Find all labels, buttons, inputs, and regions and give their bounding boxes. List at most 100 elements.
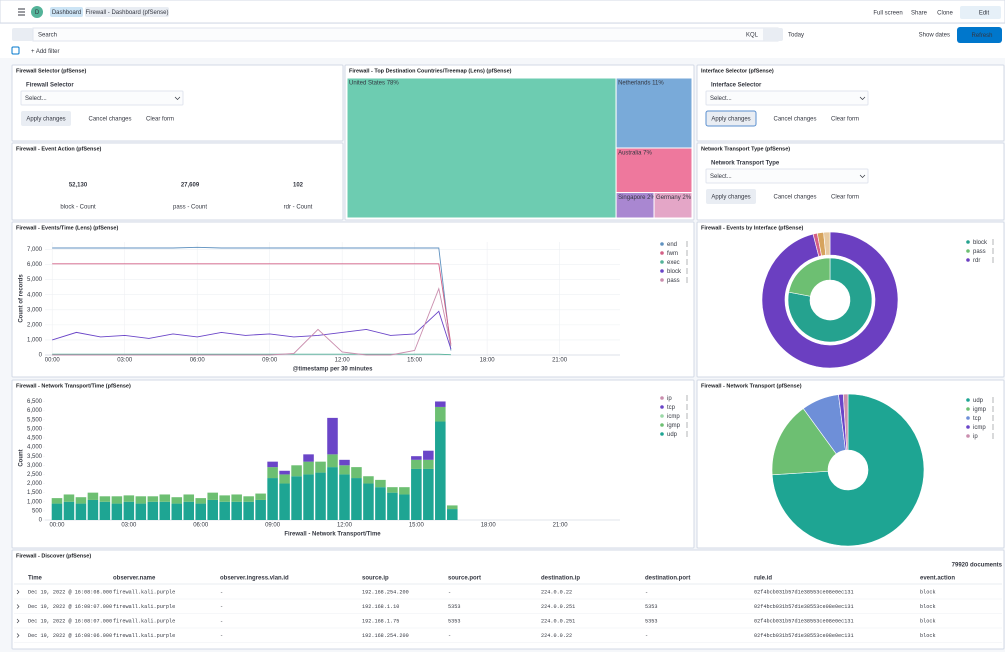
bar-segment [387, 492, 398, 520]
legend-label[interactable]: fwm [667, 251, 678, 257]
bar-segment [339, 465, 350, 475]
apply-button[interactable] [705, 110, 757, 127]
bar-segment [303, 454, 314, 462]
metric-value: 102 [293, 183, 304, 189]
add-filter[interactable]: + Add filter [31, 49, 60, 55]
column-header[interactable]: source.port [448, 576, 481, 582]
header-action[interactable]: Share [911, 11, 928, 17]
table-cell: 5353 [645, 604, 657, 610]
column-header[interactable]: event.action [920, 576, 955, 582]
legend-menu-dot [992, 426, 994, 428]
control-select[interactable] [705, 90, 869, 106]
legend-menu-dot [686, 270, 688, 272]
filter-menu[interactable] [12, 28, 33, 41]
show-dates[interactable]: Show dates [919, 33, 950, 39]
donut-slice [842, 393, 849, 451]
control-button[interactable]: Cancel changes [773, 117, 816, 123]
table-cell: 02f4bcb031b57d1e38553ce08e0ec131 [754, 618, 854, 624]
y-tick-label: 4,500 [27, 436, 43, 442]
header-action[interactable]: Full screen [873, 11, 902, 17]
kql-toggle[interactable]: KQL [746, 33, 759, 39]
bar-segment [435, 406, 446, 422]
column-header[interactable]: source.ip [362, 576, 389, 582]
breadcrumb[interactable] [85, 7, 169, 17]
control-button[interactable]: Cancel changes [88, 117, 131, 123]
control-label: Firewall Selector [26, 83, 74, 89]
legend-label[interactable]: tcp [973, 416, 982, 422]
legend-menu-dot [992, 257, 994, 259]
x-tick-label: 03:00 [121, 523, 137, 529]
legend-label[interactable]: block [973, 240, 988, 246]
apply-button[interactable] [706, 189, 756, 204]
control-button[interactable]: Apply changes [711, 195, 750, 201]
legend-menu-dot [686, 254, 688, 256]
bar-segment [231, 494, 242, 502]
date-quick-menu[interactable] [763, 28, 783, 41]
legend-menu-dot [686, 408, 688, 410]
control-button[interactable]: Apply changes [711, 117, 750, 123]
legend-label[interactable]: udp [667, 432, 678, 438]
control-label: Network Transport Type [711, 161, 780, 167]
bar-segment [135, 496, 147, 504]
y-tick-label: 6,000 [27, 408, 43, 414]
control-select[interactable] [705, 168, 869, 184]
apply-button[interactable] [21, 111, 71, 126]
search-field[interactable] [32, 27, 779, 42]
legend-label[interactable]: igmp [667, 423, 681, 429]
legend-menu-dot [992, 248, 994, 250]
legend-label[interactable]: pass [973, 249, 986, 255]
table-cell: 5353 [645, 618, 657, 624]
control-button[interactable]: Clear form [831, 117, 859, 123]
column-header[interactable]: observer.ingress.vlan.id [220, 576, 289, 582]
column-header[interactable]: Time [28, 576, 43, 582]
y-tick-label: 500 [32, 508, 43, 514]
control-button[interactable]: Apply changes [26, 117, 65, 123]
control-select[interactable] [20, 90, 184, 106]
panel-title: Interface Selector (pfSense) [701, 68, 774, 74]
bar-segment [219, 501, 230, 520]
edit-button[interactable] [960, 6, 1001, 19]
filter-toggle[interactable] [11, 46, 20, 55]
bar-segment [99, 501, 111, 520]
row-expand[interactable] [16, 618, 20, 624]
breadcrumb[interactable] [50, 7, 83, 17]
menu-icon[interactable] [18, 8, 25, 16]
refresh-button[interactable] [957, 27, 1002, 43]
table-cell: 192.168.1.75 [362, 618, 399, 624]
bar-segment [111, 503, 123, 520]
legend-swatch [966, 434, 970, 438]
legend-label[interactable]: icmp [667, 414, 680, 420]
legend-label[interactable]: igmp [973, 407, 987, 413]
bar-segment [291, 476, 302, 520]
treemap-label: Australia 7% [618, 151, 652, 157]
legend-label[interactable]: udp [973, 398, 984, 404]
column-header[interactable]: rule.id [754, 576, 772, 582]
legend-label[interactable]: icmp [973, 425, 986, 431]
row-expand[interactable] [16, 589, 20, 595]
y-tick-label: 5,000 [27, 426, 43, 432]
control-button[interactable]: Clear form [146, 117, 174, 123]
legend-label[interactable]: ip [667, 396, 672, 402]
treemap-cell [615, 147, 693, 194]
bar-segment [267, 461, 278, 468]
header-action[interactable]: Clone [937, 11, 953, 17]
legend-label[interactable]: end [667, 242, 677, 248]
column-header[interactable]: destination.ip [541, 576, 580, 582]
y-tick-label: 0 [39, 353, 43, 359]
table-cell: - [645, 589, 648, 595]
bar-segment [123, 501, 135, 520]
legend-label[interactable]: rdr [973, 258, 980, 264]
row-expand[interactable] [16, 633, 20, 638]
legend-label[interactable]: tcp [667, 405, 676, 411]
control-button[interactable]: Cancel changes [773, 195, 816, 201]
column-header[interactable]: destination.port [645, 576, 690, 582]
column-header[interactable]: observer.name [113, 576, 156, 582]
legend-label[interactable]: exec [667, 260, 680, 266]
legend-label[interactable]: ip [973, 434, 978, 440]
legend-label[interactable]: pass [667, 278, 680, 284]
legend-label[interactable]: block [667, 269, 682, 275]
bar-segment [207, 499, 218, 520]
control-button[interactable]: Clear form [831, 195, 859, 201]
donut-slice [788, 257, 831, 297]
row-expand[interactable] [16, 604, 20, 609]
